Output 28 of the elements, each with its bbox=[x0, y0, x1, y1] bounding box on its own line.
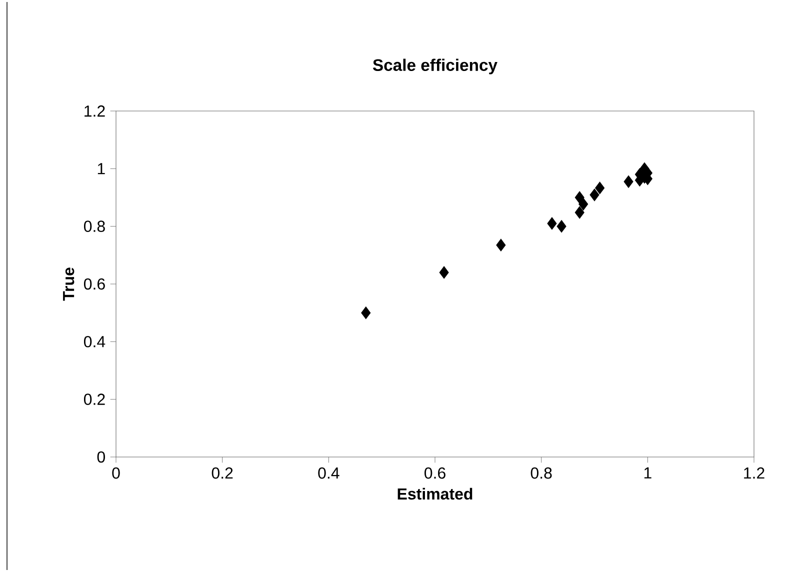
x-tick-label: 0.6 bbox=[424, 467, 446, 479]
point bbox=[547, 217, 557, 230]
point bbox=[361, 306, 371, 320]
point bbox=[590, 188, 600, 202]
x-tick-label: 0.2 bbox=[212, 467, 233, 479]
y-tick-label: 0.4 bbox=[84, 336, 106, 348]
point bbox=[574, 206, 584, 219]
point bbox=[496, 238, 506, 252]
x-tick-label: 1 bbox=[644, 467, 652, 478]
y-tick-label: 0.6 bbox=[84, 278, 105, 290]
point bbox=[556, 220, 566, 233]
x-tick-label: 0 bbox=[112, 467, 120, 479]
y-tick-label: 1.2 bbox=[84, 105, 105, 117]
point bbox=[595, 182, 605, 194]
y-tick-label: 0.2 bbox=[84, 394, 105, 405]
point bbox=[624, 175, 634, 188]
chart-title: Scale efficiency bbox=[372, 58, 498, 74]
point bbox=[439, 266, 449, 279]
y-tick-label: 0.8 bbox=[84, 220, 105, 232]
point bbox=[574, 191, 584, 204]
x-tick-label: 1.2 bbox=[744, 467, 764, 479]
y-tick-label: 1 bbox=[98, 163, 105, 174]
y-axis-title: True bbox=[63, 268, 74, 301]
x-tick-label: 0.8 bbox=[530, 467, 552, 479]
y-tick-label: 0 bbox=[97, 451, 105, 463]
point bbox=[578, 198, 588, 210]
x-axis-title: Estimated bbox=[398, 488, 472, 500]
x-tick-label: 0.4 bbox=[318, 467, 340, 479]
